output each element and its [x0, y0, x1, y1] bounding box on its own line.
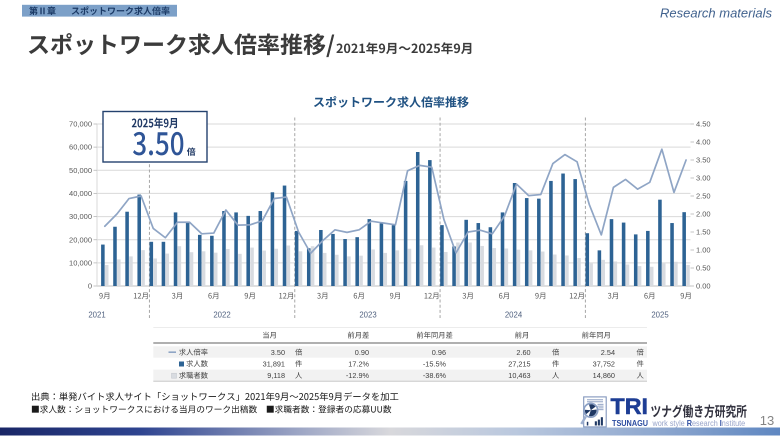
svg-text:0: 0 — [88, 282, 92, 291]
svg-text:4.50: 4.50 — [696, 120, 711, 129]
svg-text:10,000: 10,000 — [69, 258, 92, 267]
svg-text:10,463: 10,463 — [508, 371, 530, 380]
svg-text:3.50: 3.50 — [696, 156, 711, 165]
svg-text:70,000: 70,000 — [69, 120, 92, 129]
svg-text:9,118: 9,118 — [267, 371, 285, 380]
svg-text:14,860: 14,860 — [593, 371, 615, 380]
svg-text:4.00: 4.00 — [696, 138, 711, 147]
svg-text:-12.9%: -12.9% — [346, 371, 370, 380]
svg-text:0.50: 0.50 — [696, 264, 711, 273]
svg-text:31,891: 31,891 — [263, 359, 285, 368]
svg-text:3.50: 3.50 — [271, 348, 285, 357]
svg-text:2.00: 2.00 — [696, 210, 711, 219]
svg-text:40,000: 40,000 — [69, 189, 92, 198]
svg-text:0.96: 0.96 — [432, 348, 446, 357]
svg-text:27,215: 27,215 — [508, 359, 530, 368]
svg-text:2.54: 2.54 — [601, 348, 615, 357]
svg-text:TSUNAGU: TSUNAGU — [612, 418, 648, 428]
svg-text:3.00: 3.00 — [696, 174, 711, 183]
svg-text:0.90: 0.90 — [355, 348, 369, 357]
svg-text:50,000: 50,000 — [69, 166, 92, 175]
svg-text:Research materials: Research materials — [660, 6, 772, 21]
svg-text:2024: 2024 — [505, 311, 523, 320]
svg-text:2021: 2021 — [88, 311, 105, 320]
svg-text:20,000: 20,000 — [69, 235, 92, 244]
svg-text:1.50: 1.50 — [696, 228, 711, 237]
svg-text:17.2%: 17.2% — [348, 359, 369, 368]
svg-text:2025: 2025 — [651, 311, 669, 320]
svg-text:2.60: 2.60 — [516, 348, 530, 357]
svg-text:13: 13 — [760, 413, 774, 428]
svg-text:2023: 2023 — [359, 311, 376, 320]
svg-text:work style Research Institute: work style Research Institute — [652, 418, 746, 428]
svg-text:60,000: 60,000 — [69, 143, 92, 152]
svg-text:2.50: 2.50 — [696, 192, 711, 201]
svg-text:37,752: 37,752 — [593, 359, 615, 368]
svg-text:2022: 2022 — [213, 311, 230, 320]
svg-text:-15.5%: -15.5% — [423, 359, 447, 368]
svg-text:TRI: TRI — [611, 394, 649, 419]
svg-text:30,000: 30,000 — [69, 212, 92, 221]
svg-text:0.00: 0.00 — [696, 282, 711, 291]
svg-text:1.00: 1.00 — [696, 246, 711, 255]
svg-text:-38.6%: -38.6% — [423, 371, 447, 380]
